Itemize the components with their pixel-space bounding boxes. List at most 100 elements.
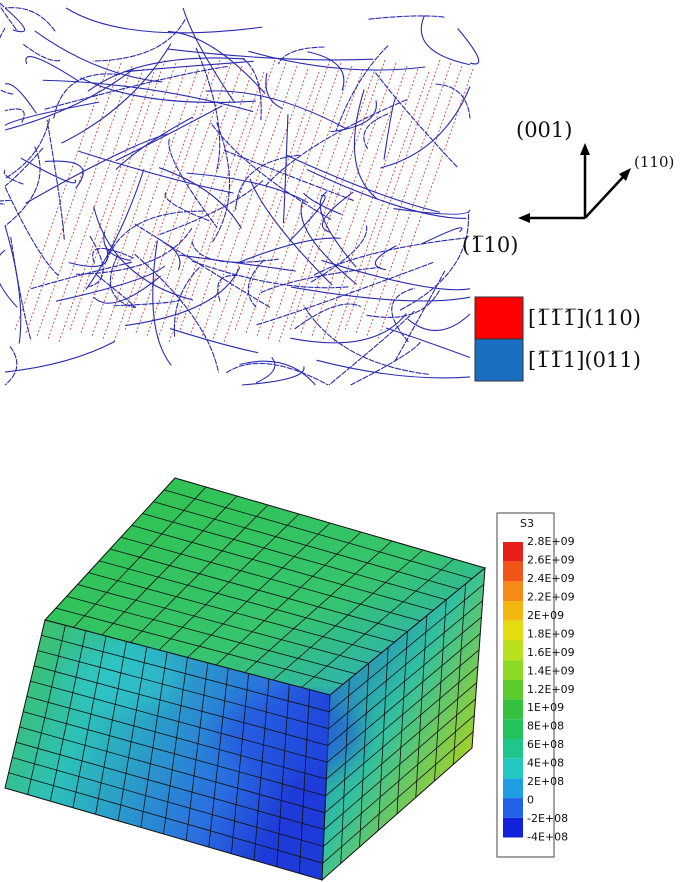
colorbar-swatch <box>503 817 523 838</box>
dislocation-line <box>134 223 271 308</box>
mesh-line <box>323 714 475 847</box>
dislocation-line <box>23 44 61 62</box>
mesh-line <box>8 772 323 864</box>
colorbar-label: 2.6E+09 <box>527 553 575 566</box>
dislocation-line <box>249 178 333 286</box>
mesh-line <box>72 635 107 808</box>
dislocation-line <box>435 83 471 119</box>
colorbar-label: 4E+08 <box>527 757 564 770</box>
dislocation-line <box>241 57 262 121</box>
colorbar-label: -2E+08 <box>527 812 568 825</box>
mesh-line <box>434 599 447 782</box>
mesh-line <box>73 486 207 628</box>
mesh-line <box>117 646 148 821</box>
mesh-line <box>23 711 326 797</box>
dislocation-line <box>20 157 77 184</box>
mesh-line <box>244 540 393 673</box>
slip-trace <box>113 71 210 343</box>
dislocation-line <box>407 313 471 332</box>
dislocation-line <box>237 237 341 264</box>
mesh-line <box>30 680 328 763</box>
mesh-line <box>298 689 311 874</box>
colorbar-label: 8E+08 <box>527 720 564 733</box>
dislocation-line <box>4 7 25 33</box>
dislocation-line <box>95 273 137 309</box>
dislocation-line <box>321 191 354 233</box>
colorbar-label: 0 <box>527 794 534 807</box>
dislocation-line <box>93 19 186 62</box>
dislocation-line <box>420 227 463 245</box>
dislocation-line <box>158 167 242 229</box>
mesh-line <box>359 663 370 848</box>
dislocation-line <box>321 259 471 291</box>
slip-trace <box>267 68 364 340</box>
dislocation-line <box>0 2 17 30</box>
dislocation-line <box>4 225 22 344</box>
dislocation-line <box>205 90 347 130</box>
dislocation-line <box>241 366 305 386</box>
dislocation-line <box>159 180 264 235</box>
dislocation-line <box>307 51 345 91</box>
dislocation-line <box>330 100 377 133</box>
dislocation-line <box>290 312 407 344</box>
mesh-line <box>19 726 326 814</box>
dislocation-line <box>239 360 316 386</box>
colorbar-label: 1.2E+09 <box>527 683 575 696</box>
dislocation-line <box>115 105 223 162</box>
mesh-line <box>323 698 476 830</box>
mesh-line <box>326 649 480 780</box>
dislocation-line <box>4 7 56 32</box>
colorbar-swatch <box>503 620 523 641</box>
dislocation-line <box>109 254 134 308</box>
mesh-line <box>12 757 324 847</box>
legend-swatch <box>474 338 524 382</box>
legend-swatch <box>474 296 524 340</box>
mesh-line <box>325 665 479 797</box>
mesh-line <box>27 625 66 795</box>
dislocation-line <box>4 346 18 386</box>
dislocation-line <box>191 241 279 263</box>
axis-arrow <box>584 175 625 219</box>
dislocation-line <box>265 73 283 110</box>
colorbar-label: 1.6E+09 <box>527 646 575 659</box>
dislocation-line <box>4 147 44 187</box>
dislocation-line <box>313 237 467 276</box>
slip-trace <box>223 71 320 343</box>
colorbar-label: 1.4E+09 <box>527 664 575 677</box>
mesh-line <box>130 504 269 643</box>
dislocation-line <box>383 96 397 160</box>
dislocation-line <box>85 169 145 290</box>
slip-trace <box>135 62 232 334</box>
colorbar-swatch <box>503 798 523 818</box>
dislocation-line <box>0 27 14 95</box>
colorbar-swatch <box>503 699 523 720</box>
dislocation-line <box>235 154 300 211</box>
mesh-line <box>377 647 389 831</box>
dislocation-line <box>46 119 65 240</box>
colorbar-label: 2.8E+09 <box>527 535 575 548</box>
dislocation-line <box>255 357 276 384</box>
colorbar-label: 1.8E+09 <box>527 627 575 640</box>
slip-trace <box>300 62 397 334</box>
dislocation-line <box>4 186 59 277</box>
dislocation-line <box>300 200 358 285</box>
dislocation-line <box>25 133 168 204</box>
dislocation-line <box>294 303 361 330</box>
mesh-line <box>208 668 229 848</box>
dislocation-line <box>29 261 132 290</box>
dislocation-line <box>394 270 446 362</box>
dislocation-plot <box>0 2 480 386</box>
colorbar-label: 1E+09 <box>527 701 564 714</box>
stress-block <box>4 477 487 882</box>
dislocation-line <box>190 260 349 289</box>
slip-trace <box>80 62 177 334</box>
dislocation-line <box>385 327 471 358</box>
slip-trace <box>212 68 309 340</box>
dislocation-line <box>10 236 32 341</box>
arrowhead <box>518 213 530 223</box>
mesh-line <box>101 495 238 636</box>
dislocation-line <box>87 57 245 92</box>
dislocation-line <box>65 7 263 34</box>
dislocation-line <box>374 71 458 168</box>
